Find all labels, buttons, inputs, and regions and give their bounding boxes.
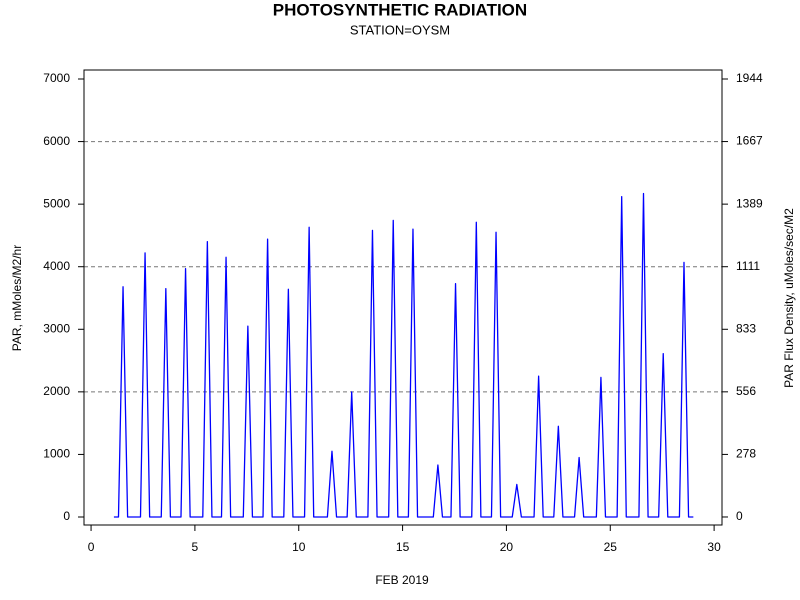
y-tick-label: 7000: [43, 71, 70, 85]
y2-axis-label: PAR Flux Density, uMoles/sec/M2: [782, 208, 796, 388]
x-tick-label: 10: [292, 540, 306, 554]
y-tick-label: 2000: [43, 384, 70, 398]
y-tick-label: 0: [63, 509, 70, 523]
y-tick-label: 1000: [43, 447, 70, 461]
x-tick-label: 15: [396, 540, 410, 554]
chart-title: PHOTOSYNTHETIC RADIATION: [273, 0, 527, 19]
y2-tick-label: 1111: [736, 259, 760, 273]
y2-tick-label: 1944: [736, 71, 763, 85]
x-tick-label: 5: [192, 540, 199, 554]
plot-frame: [83, 69, 723, 526]
y-tick-label: 3000: [43, 321, 70, 335]
y-tick-label: 4000: [43, 259, 70, 273]
chart-subtitle: STATION=OYSM: [350, 22, 450, 37]
y2-tick-label: 0: [736, 509, 743, 523]
y-tick-label: 6000: [43, 134, 70, 148]
y2-tick-label: 833: [736, 321, 756, 335]
x-tick-label: 20: [500, 540, 514, 554]
y-axis-label: PAR, mMoles/M2/hr: [10, 245, 24, 351]
y2-tick-label: 278: [736, 447, 756, 461]
y2-tick-label: 556: [736, 384, 756, 398]
x-axis-label: FEB 2019: [375, 573, 429, 587]
y2-tick-label: 1667: [736, 134, 763, 148]
data-line: [113, 192, 694, 518]
x-tick-label: 30: [707, 540, 721, 554]
x-tick-label: 25: [604, 540, 618, 554]
y-tick-label: 5000: [43, 196, 70, 210]
x-tick-label: 0: [88, 540, 95, 554]
y2-tick-label: 1389: [736, 196, 763, 210]
